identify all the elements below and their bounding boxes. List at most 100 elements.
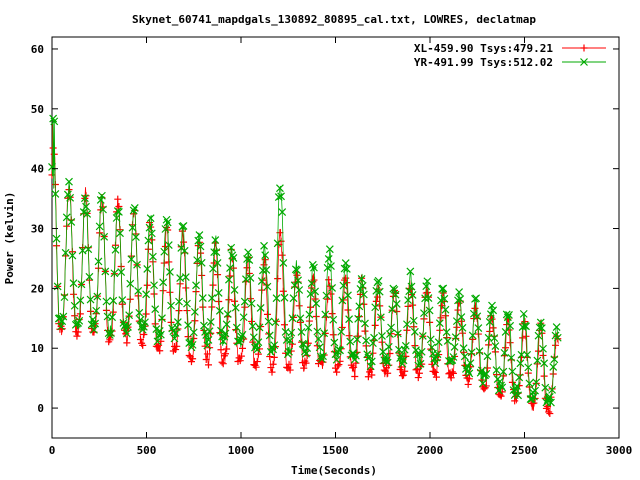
data-point [84,245,93,254]
data-point [52,234,61,243]
data-point [255,323,264,332]
data-point [370,333,378,342]
data-point [145,223,154,232]
data-point [300,364,308,372]
data-point [328,310,336,318]
data-point [416,359,425,368]
data-point [80,194,89,203]
data-point [499,367,508,376]
data-point [407,282,416,291]
data-point [515,373,524,382]
data-point [469,309,478,318]
data-point [61,248,70,257]
data-point [214,288,223,297]
data-point [422,282,431,291]
data-point [68,251,77,260]
data-point [222,320,231,329]
data-point [147,229,156,238]
data-point [293,271,301,279]
data-point [59,312,68,321]
data-point [217,346,225,354]
data-point [224,275,233,284]
data-point [106,336,114,344]
data-point [392,300,401,308]
data-point [482,382,490,390]
y-tick-label: 60 [31,43,44,56]
legend-label-yr: YR-491.99 Tsys:512.02 [414,56,553,69]
data-point [189,328,198,337]
data-point [294,276,303,285]
data-point [238,330,247,339]
data-point [156,330,165,339]
data-point [366,362,375,371]
data-point [285,347,293,356]
data-point [184,321,193,330]
data-point [202,355,210,363]
data-point [243,255,251,263]
data-point [439,284,448,293]
data-point [397,351,406,360]
data-point [125,311,134,320]
data-point [456,295,465,303]
data-point [108,313,117,322]
data-point [221,329,230,338]
data-point [261,251,270,260]
data-point [241,275,250,284]
data-point [266,353,274,361]
data-point [107,329,115,337]
data-point [161,225,170,233]
data-point [455,288,464,296]
data-point [471,304,479,312]
data-point [126,279,135,288]
data-point [253,358,261,366]
data-point [540,359,549,368]
data-point [204,361,212,369]
data-point [337,327,346,336]
data-point [391,290,400,299]
data-point [450,343,459,351]
data-point [130,204,139,212]
data-point [321,310,330,319]
data-point [149,252,157,261]
data-point [297,328,306,336]
data-point [231,303,240,312]
data-point [375,287,384,296]
data-point [153,343,161,351]
data-point [491,342,500,351]
x-tick-label: 1000 [228,444,255,457]
data-point [274,275,282,283]
data-point [448,368,456,376]
data-point [382,356,391,365]
data-point [164,241,173,250]
data-point [69,279,78,288]
data-point [205,327,214,336]
data-point [519,309,528,318]
data-point [212,248,221,257]
data-point [458,323,467,332]
data-point [376,313,385,322]
data-point [223,310,232,319]
data-point [441,312,449,320]
data-point [181,273,190,282]
data-point [76,296,85,305]
data-point [117,268,126,277]
data-point [280,321,288,329]
data-point [160,247,169,256]
data-point [253,345,262,354]
data-point [472,294,481,303]
data-point [393,329,402,338]
data-point [277,192,285,201]
data-point [50,117,59,126]
data-point [173,318,182,326]
data-point [453,323,461,331]
data-point [332,355,341,364]
data-point [189,355,197,363]
data-point [91,319,100,328]
data-point [270,341,279,350]
data-point [239,344,247,352]
data-point [85,272,94,281]
data-point [507,353,516,362]
data-point [324,255,333,263]
data-point [403,320,411,329]
